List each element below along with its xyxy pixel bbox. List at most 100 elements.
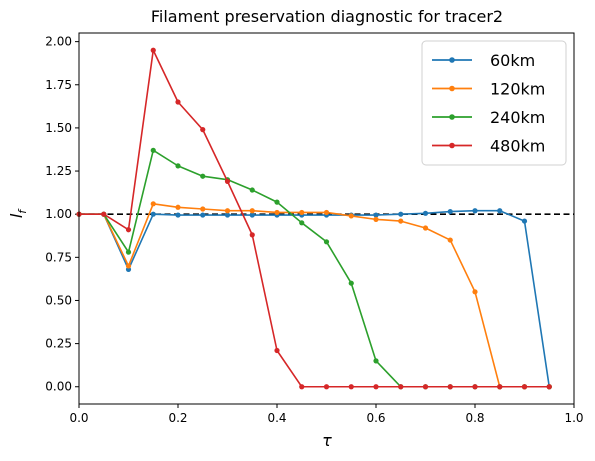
data-point (175, 204, 181, 210)
data-point (447, 208, 453, 215)
data-point (472, 208, 478, 214)
data-point (200, 127, 206, 133)
y-tick-label: 0.75 (45, 250, 72, 264)
y-tick-label: 2.00 (45, 35, 72, 49)
data-point (472, 384, 478, 390)
legend-label: 480km (490, 137, 545, 156)
data-point (175, 163, 181, 169)
data-point (101, 211, 107, 217)
x-tick-label: 0.2 (168, 411, 187, 425)
legend-marker (449, 114, 455, 120)
x-axis-ticks: 0.0 0.2 0.4 0.6 0.8 1.0 (69, 404, 584, 425)
data-point (299, 384, 305, 390)
data-point (323, 209, 330, 216)
legend: 60km 120km 240km 480km (421, 40, 567, 166)
series-60km (76, 208, 552, 390)
series-line (79, 209, 551, 387)
series-120km (76, 201, 552, 390)
legend-item-240km: 240km (432, 108, 545, 127)
data-point (224, 178, 231, 184)
data-point (521, 218, 528, 224)
y-axis-label-subscript: f (16, 208, 29, 214)
data-point (249, 208, 255, 214)
data-point (299, 209, 305, 216)
y-tick-label: 1.50 (45, 121, 72, 135)
data-point (472, 289, 478, 295)
legend-marker (449, 142, 455, 149)
data-point (348, 213, 354, 219)
series-240km (76, 147, 552, 390)
y-tick-label: 0.25 (45, 337, 72, 351)
data-point (373, 358, 379, 364)
legend-item-120km: 120km (432, 80, 545, 99)
y-axis-label-main: l (7, 213, 26, 218)
data-point (422, 384, 429, 390)
data-point (497, 208, 503, 214)
y-tick-label: 1.25 (45, 164, 72, 178)
data-point (546, 384, 552, 390)
data-point (125, 263, 132, 269)
x-tick-label: 0.4 (267, 411, 286, 425)
series-group (76, 47, 552, 390)
data-point (249, 187, 255, 193)
series-line (79, 149, 550, 388)
data-point (150, 201, 156, 207)
data-point (224, 212, 231, 218)
data-point (447, 237, 453, 243)
series-line (79, 49, 550, 388)
legend-label: 120km (490, 80, 545, 99)
data-point (398, 211, 404, 217)
data-point (447, 384, 453, 390)
x-tick-label: 0.6 (366, 411, 385, 425)
data-point (224, 208, 231, 214)
data-point (398, 384, 404, 390)
data-point (125, 249, 132, 255)
data-point (150, 147, 156, 153)
legend-box (421, 40, 567, 166)
data-point (323, 384, 330, 390)
data-point (422, 225, 429, 231)
x-tick-label: 0.0 (69, 411, 88, 425)
legend-item-60km: 60km (432, 51, 535, 70)
data-point (249, 212, 255, 218)
y-axis-ticks: 0.00 0.25 0.50 0.75 1.00 1.25 1.50 1.75 2.00 (45, 35, 79, 394)
plot-frame (78, 32, 575, 405)
data-point (175, 212, 181, 218)
data-point (125, 227, 132, 233)
data-point (348, 280, 354, 286)
legend-item-480km: 480km (432, 137, 545, 156)
x-tick-label: 1.0 (564, 411, 583, 425)
data-point (373, 216, 379, 222)
data-point (299, 220, 305, 226)
data-point (249, 232, 255, 238)
y-tick-label: 1.00 (45, 207, 72, 221)
data-point (422, 210, 429, 216)
legend-label: 60km (490, 51, 535, 70)
data-point (200, 173, 206, 179)
data-point (175, 99, 181, 105)
y-tick-label: 0.50 (45, 293, 72, 307)
data-point (274, 209, 280, 216)
series-line (79, 203, 550, 388)
data-point (373, 212, 379, 218)
series-480km (76, 47, 552, 390)
legend-label: 240km (490, 108, 545, 127)
x-axis-label: τ (322, 431, 332, 450)
legend-marker (449, 57, 455, 63)
data-point (348, 384, 354, 390)
data-point (398, 218, 404, 224)
data-point (521, 384, 528, 390)
data-point (274, 347, 280, 354)
data-point (150, 211, 156, 217)
data-point (274, 199, 280, 205)
chart-title: Filament preservation diagnostic for tra… (151, 7, 503, 26)
x-tick-label: 0.8 (465, 411, 484, 425)
data-point (200, 212, 206, 218)
y-tick-label: 1.75 (45, 78, 72, 92)
data-point (200, 206, 206, 212)
data-point (373, 384, 379, 390)
data-point (323, 239, 330, 245)
legend-marker (449, 85, 455, 92)
y-tick-label: 0.00 (45, 380, 72, 394)
